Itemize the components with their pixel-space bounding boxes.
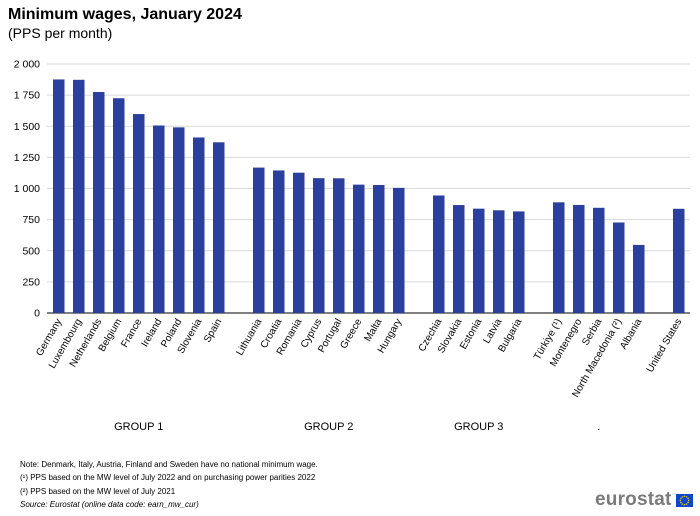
bar (193, 137, 205, 313)
y-tick-label: 0 (34, 308, 40, 320)
y-tick-label: 1 750 (14, 90, 40, 102)
bar (93, 92, 105, 313)
chart-title: Minimum wages, January 2024 (8, 6, 242, 23)
bar (393, 187, 405, 313)
x-tick-label: Lithuania (235, 317, 265, 358)
y-tick-label: 250 (22, 276, 40, 288)
eu-flag-icon (675, 493, 693, 507)
group-label: GROUP 2 (304, 421, 353, 433)
group-label: GROUP 3 (454, 421, 503, 433)
bar (73, 79, 85, 314)
bar (293, 172, 305, 313)
bar (253, 167, 265, 313)
note-footnote-2: (²) PPS based on the MW level of July 20… (20, 486, 176, 496)
bar (613, 222, 625, 313)
bar (573, 204, 585, 313)
y-tick-label: 500 (22, 245, 40, 257)
bar (433, 195, 445, 313)
bar (453, 205, 465, 313)
group-label: GROUP 1 (114, 421, 163, 433)
bar (593, 207, 605, 313)
bar (173, 127, 185, 313)
x-tick-label: United States (645, 317, 685, 375)
bar (313, 178, 325, 313)
note-no-minimum-wage: Note: Denmark, Italy, Austria, Finland a… (20, 460, 318, 469)
bar (353, 184, 365, 313)
x-tick-label: Spain (202, 317, 224, 345)
source-note: Source: Eurostat (online data code: earn… (20, 499, 199, 509)
bar (213, 142, 225, 313)
bar (113, 98, 125, 313)
bar (513, 211, 525, 313)
eurostat-logo: eurostat (595, 489, 693, 511)
bar (633, 244, 645, 313)
y-tick-label: 2 000 (14, 59, 40, 71)
y-tick-label: 1 500 (14, 121, 40, 133)
eurostat-logo-text: eurostat (595, 489, 672, 510)
chart-subtitle: (PPS per month) (8, 25, 113, 41)
bar (673, 208, 685, 313)
bar (553, 202, 565, 313)
y-tick-label: 1 000 (14, 183, 40, 195)
group-label: . (597, 421, 600, 433)
note-footnote-1: (¹) PPS based on the MW level of July 20… (20, 473, 316, 483)
chart-notes: Note: Denmark, Italy, Austria, Finland a… (20, 458, 318, 511)
bar (333, 178, 345, 313)
bar (133, 114, 145, 313)
bar (473, 208, 485, 313)
bar (53, 79, 65, 313)
y-tick-label: 1 250 (14, 152, 40, 164)
bar (373, 185, 385, 313)
y-tick-label: 750 (22, 214, 40, 226)
bar (493, 210, 505, 313)
bar (153, 125, 165, 314)
bar (273, 170, 285, 313)
